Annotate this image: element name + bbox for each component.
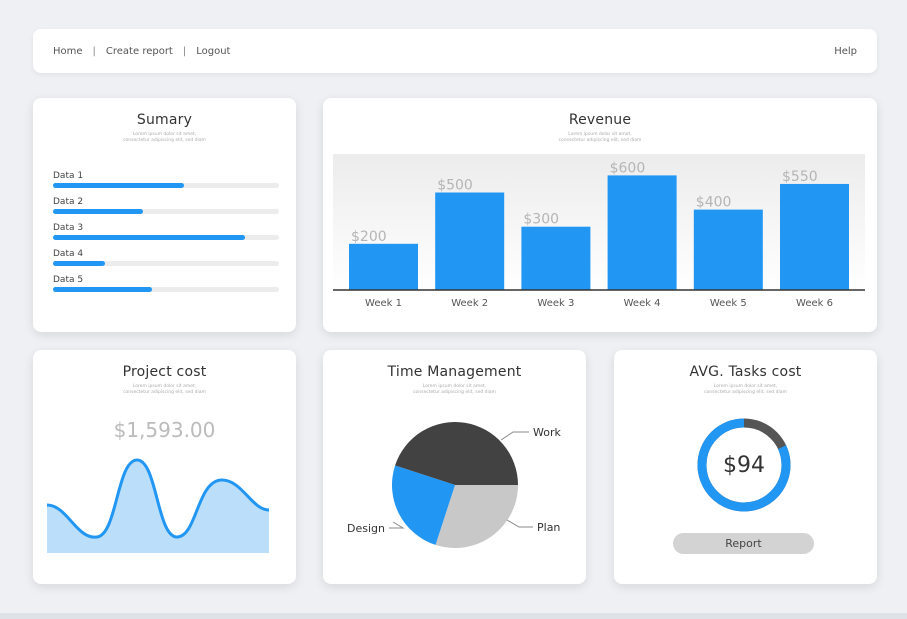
project-cost-value: $1,593.00 [113,418,216,442]
revenue-bar [435,192,505,290]
summary-item-label: Data 3 [53,223,84,233]
summary-item-label: Data 5 [53,275,84,285]
revenue-bar [607,175,677,290]
ring-progress [697,418,791,512]
bottom-strip [0,613,907,619]
revenue-bar-value-label: $550 [782,169,818,185]
revenue-bar-value-label: $400 [696,195,732,211]
summary-item-label: Data 2 [53,197,84,207]
revenue-bar [780,183,849,290]
revenue-bar-value-label: $600 [610,160,646,176]
nav-separator: | [92,45,96,57]
project-cost-card: Project cost Lorem ipsum dolor sit amet,… [33,350,296,584]
revenue-x-tick-label: Week 1 [365,298,402,309]
summary-title: Sumary [136,112,193,128]
revenue-x-tick-label: Week 6 [796,298,833,309]
pie-label-plan: Plan [537,521,560,534]
revenue-card: Revenue Lorem ipsum dolor sit amet, cons… [323,98,877,332]
avg-tasks-card: AVG. Tasks cost Lorem ipsum dolor sit am… [614,350,877,584]
revenue-x-tick-label: Week 5 [710,298,747,309]
project-cost-title: Project cost [122,364,207,380]
nav-create-report-link[interactable]: Create report [105,45,173,57]
pie-leader-design [389,521,405,529]
time-management-title: Time Management [387,364,522,380]
revenue-title: Revenue [568,112,632,128]
revenue-x-tick-label: Week 2 [451,298,488,309]
nav-logout-link[interactable]: Logout [196,45,231,57]
revenue-x-tick-label: Week 3 [537,298,574,309]
summary-subtitle: Lorem ipsum dolor sit amet, consectetur … [33,132,296,144]
revenue-bar [521,226,591,290]
top-navbar: Home | Create report | Logout Help [33,29,877,73]
avg-tasks-subtitle-line1: Lorem ipsum dolor sit amet, [713,384,778,389]
pie-slice-design [392,465,455,545]
nav-home-link[interactable]: Home [53,45,83,57]
time-management-subtitle: Lorem ipsum dolor sit amet, consectetur … [323,384,586,396]
project-cost-wave-chart [47,458,269,553]
summary-progress-track [53,235,279,240]
time-management-pie-chart: Work Plan Design [347,422,561,548]
summary-item-label: Data 4 [53,249,84,259]
summary-progress-fill [53,287,153,292]
pie-label-design: Design [347,522,385,535]
summary-item: Data 2 [53,197,279,223]
project-cost-subtitle: Lorem ipsum dolor sit amet, consectetur … [33,384,296,396]
time-management-subtitle-line1: Lorem ipsum dolor sit amet, [422,384,487,389]
revenue-bar-value-label: $300 [523,212,559,228]
summary-progress-track [53,209,279,214]
summary-item: Data 1 [53,171,279,197]
nav-separator: | [182,45,187,57]
pie-slice-work [395,422,518,485]
summary-item: Data 5 [53,275,279,301]
summary-item: Data 3 [53,223,279,249]
avg-tasks-ring-svg [697,418,791,512]
time-management-card: Time Management Lorem ipsum dolor sit am… [323,350,586,584]
summary-progress-fill [53,261,105,266]
revenue-bar [693,209,763,290]
pie-leader-work [500,431,529,441]
summary-item: Data 4 [53,249,279,275]
revenue-subtitle: Lorem ipsum dolor sit amet, consectetur … [323,132,877,144]
project-cost-subtitle-line2: consectetur adipiscing elit, sed diam [123,390,206,395]
summary-progress-fill [53,209,144,214]
summary-card: Sumary Lorem ipsum dolor sit amet, conse… [33,98,296,332]
revenue-bar-value-label: $500 [437,178,473,194]
revenue-subtitle-line1: Lorem ipsum dolor sit amet, [568,132,632,137]
pie-slice-plan [435,485,518,548]
avg-tasks-value: $94 [723,452,765,478]
pie-leader-plan [506,519,533,528]
revenue-chart-background [333,154,865,290]
summary-subtitle-line2: consectetur adipiscing elit, sed diam [123,138,206,143]
revenue-subtitle-line2: consectetur adipiscing elit, sed diam [558,138,642,143]
revenue-bar [349,243,418,290]
report-button[interactable]: Report [673,533,814,554]
revenue-x-tick-label: Week 4 [624,298,661,309]
summary-list: Data 1 Data 2 Data 3 Data 4 Data 5 [53,171,279,301]
summary-progress-fill [53,235,246,240]
avg-tasks-subtitle-line2: consectetur adipiscing elit, sed diam [704,390,787,395]
time-management-subtitle-line2: consectetur adipiscing elit, sed diam [413,390,496,395]
project-cost-subtitle-line1: Lorem ipsum dolor sit amet, [132,384,197,389]
revenue-bar-value-label: $200 [351,229,387,245]
summary-progress-track [53,287,279,292]
summary-subtitle-line1: Lorem ipsum dolor sit amet, [132,132,197,137]
avg-tasks-subtitle: Lorem ipsum dolor sit amet, consectetur … [614,384,877,396]
revenue-bar-chart: $200 Week 1 $500 Week 2 $300 Week 3 $600 Week 4… [333,154,865,309]
avg-tasks-ring: $94 [695,416,793,514]
summary-item-label: Data 1 [53,171,84,181]
avg-tasks-title: AVG. Tasks cost [689,364,802,380]
project-cost-wave-line [47,458,269,539]
pie-label-work: Work [533,426,561,439]
nav-help-link[interactable]: Help [834,45,857,57]
summary-progress-fill [53,183,185,188]
summary-progress-track [53,183,279,188]
summary-progress-track [53,261,279,266]
